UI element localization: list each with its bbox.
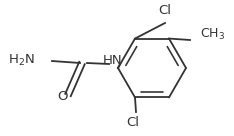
- Text: Cl: Cl: [127, 117, 139, 129]
- Text: CH$_3$: CH$_3$: [200, 26, 225, 42]
- Text: O: O: [58, 90, 68, 103]
- Text: H$_2$N: H$_2$N: [8, 52, 35, 68]
- Text: Cl: Cl: [158, 4, 172, 18]
- Text: HN: HN: [103, 53, 123, 67]
